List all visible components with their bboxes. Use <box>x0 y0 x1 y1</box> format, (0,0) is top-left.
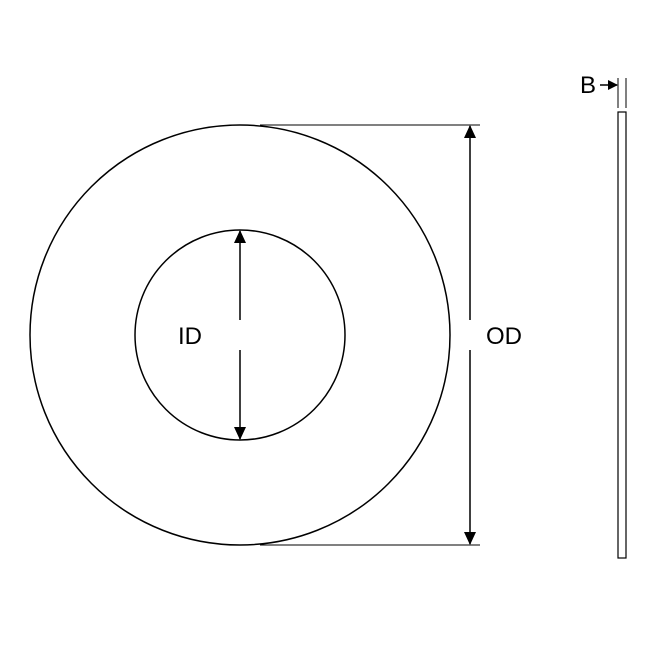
diagram-canvas <box>0 0 670 670</box>
b-dimension <box>600 78 626 108</box>
outer-circle <box>30 125 450 545</box>
od-label: OD <box>486 323 522 351</box>
id-label: ID <box>178 323 202 351</box>
id-dimension <box>234 230 246 440</box>
od-dimension <box>260 125 480 545</box>
side-view <box>618 112 626 558</box>
b-label: B <box>580 72 596 100</box>
